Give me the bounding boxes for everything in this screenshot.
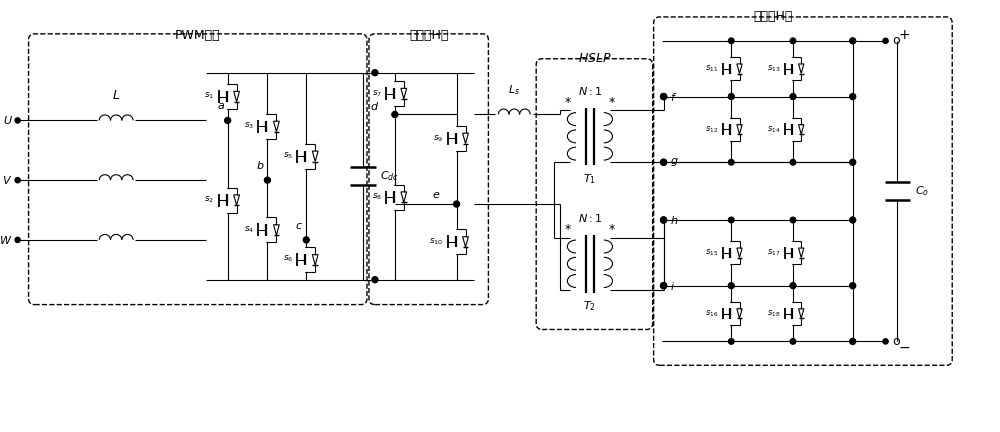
Text: $s_3$: $s_3$	[244, 121, 254, 131]
Text: $i$: $i$	[670, 280, 675, 292]
Circle shape	[790, 283, 796, 289]
Text: $g$: $g$	[670, 156, 678, 168]
Circle shape	[225, 118, 231, 124]
Circle shape	[790, 283, 796, 289]
Circle shape	[264, 177, 270, 183]
Circle shape	[303, 237, 309, 243]
Circle shape	[15, 237, 20, 242]
Text: −: −	[899, 340, 910, 354]
Text: $L_s$: $L_s$	[508, 83, 520, 97]
Text: +: +	[899, 28, 910, 42]
Circle shape	[661, 283, 667, 289]
Circle shape	[883, 339, 888, 344]
Text: $T_2$: $T_2$	[583, 300, 596, 313]
Circle shape	[661, 217, 667, 223]
Circle shape	[372, 277, 378, 283]
Text: $s_{16}$: $s_{16}$	[705, 308, 719, 319]
Circle shape	[850, 338, 856, 344]
Circle shape	[850, 94, 856, 99]
Text: $s_7$: $s_7$	[372, 88, 382, 99]
Circle shape	[728, 38, 734, 44]
Text: $T_1$: $T_1$	[583, 172, 596, 186]
Text: $s_{11}$: $s_{11}$	[705, 64, 719, 74]
Circle shape	[661, 94, 667, 99]
Text: $s_{15}$: $s_{15}$	[705, 248, 719, 258]
Text: $N:1$: $N:1$	[578, 212, 602, 224]
Circle shape	[790, 159, 796, 165]
Text: $a$: $a$	[217, 102, 225, 111]
Circle shape	[661, 283, 667, 289]
Circle shape	[728, 159, 734, 165]
Text: $h$: $h$	[670, 214, 678, 226]
Circle shape	[661, 159, 667, 165]
Circle shape	[661, 217, 667, 223]
Circle shape	[850, 38, 856, 44]
Circle shape	[661, 94, 667, 99]
Circle shape	[728, 339, 734, 344]
Circle shape	[392, 111, 398, 118]
Circle shape	[850, 159, 856, 165]
Circle shape	[850, 283, 856, 289]
Circle shape	[790, 38, 796, 44]
Text: $s_{13}$: $s_{13}$	[767, 64, 780, 74]
Text: o: o	[893, 34, 900, 48]
Text: $d$: $d$	[370, 99, 379, 111]
Circle shape	[728, 283, 734, 289]
Circle shape	[728, 94, 734, 99]
Text: *: *	[609, 95, 615, 108]
Circle shape	[728, 94, 734, 99]
Text: *: *	[609, 223, 615, 236]
Text: $U$: $U$	[3, 114, 13, 127]
Text: PWM整流: PWM整流	[175, 29, 221, 42]
Circle shape	[15, 118, 20, 123]
Text: $C_o$: $C_o$	[915, 184, 930, 198]
Text: $s_9$: $s_9$	[433, 133, 443, 143]
Circle shape	[15, 178, 20, 183]
Text: $c$: $c$	[295, 221, 303, 231]
Circle shape	[790, 217, 796, 223]
Text: $f$: $f$	[670, 91, 677, 102]
Text: $s_5$: $s_5$	[283, 150, 293, 161]
Text: $s_8$: $s_8$	[372, 192, 382, 202]
Circle shape	[372, 70, 378, 76]
Text: $W$: $W$	[0, 234, 13, 246]
Text: *: *	[565, 223, 571, 236]
Text: $s_{17}$: $s_{17}$	[767, 248, 780, 258]
Text: 低压侧H桥: 低压侧H桥	[753, 10, 793, 23]
Text: $s_{12}$: $s_{12}$	[705, 124, 719, 135]
Text: $V$: $V$	[2, 174, 13, 186]
Text: $L$: $L$	[112, 89, 120, 102]
Text: $HSLP$: $HSLP$	[578, 52, 612, 65]
Circle shape	[790, 94, 796, 99]
Text: o: o	[893, 335, 900, 348]
Text: *: *	[565, 95, 571, 108]
Circle shape	[728, 217, 734, 223]
Text: $s_2$: $s_2$	[204, 194, 215, 205]
Text: $s_1$: $s_1$	[204, 91, 215, 101]
Circle shape	[790, 339, 796, 344]
Text: $N:1$: $N:1$	[578, 85, 602, 97]
Circle shape	[728, 283, 734, 289]
Circle shape	[661, 159, 667, 165]
Circle shape	[790, 94, 796, 99]
Text: $s_4$: $s_4$	[244, 224, 254, 235]
Circle shape	[850, 217, 856, 223]
Text: $s_6$: $s_6$	[283, 254, 293, 264]
Text: $s_{14}$: $s_{14}$	[767, 124, 780, 135]
Text: $s_{18}$: $s_{18}$	[767, 308, 780, 319]
Circle shape	[454, 201, 460, 207]
Text: $s_{10}$: $s_{10}$	[429, 237, 443, 247]
Text: $b$: $b$	[256, 159, 264, 171]
Text: 高压侧H桥: 高压侧H桥	[409, 29, 448, 42]
Text: $C_{dc}$: $C_{dc}$	[380, 169, 399, 183]
Circle shape	[883, 38, 888, 43]
Text: $e$: $e$	[432, 190, 440, 200]
